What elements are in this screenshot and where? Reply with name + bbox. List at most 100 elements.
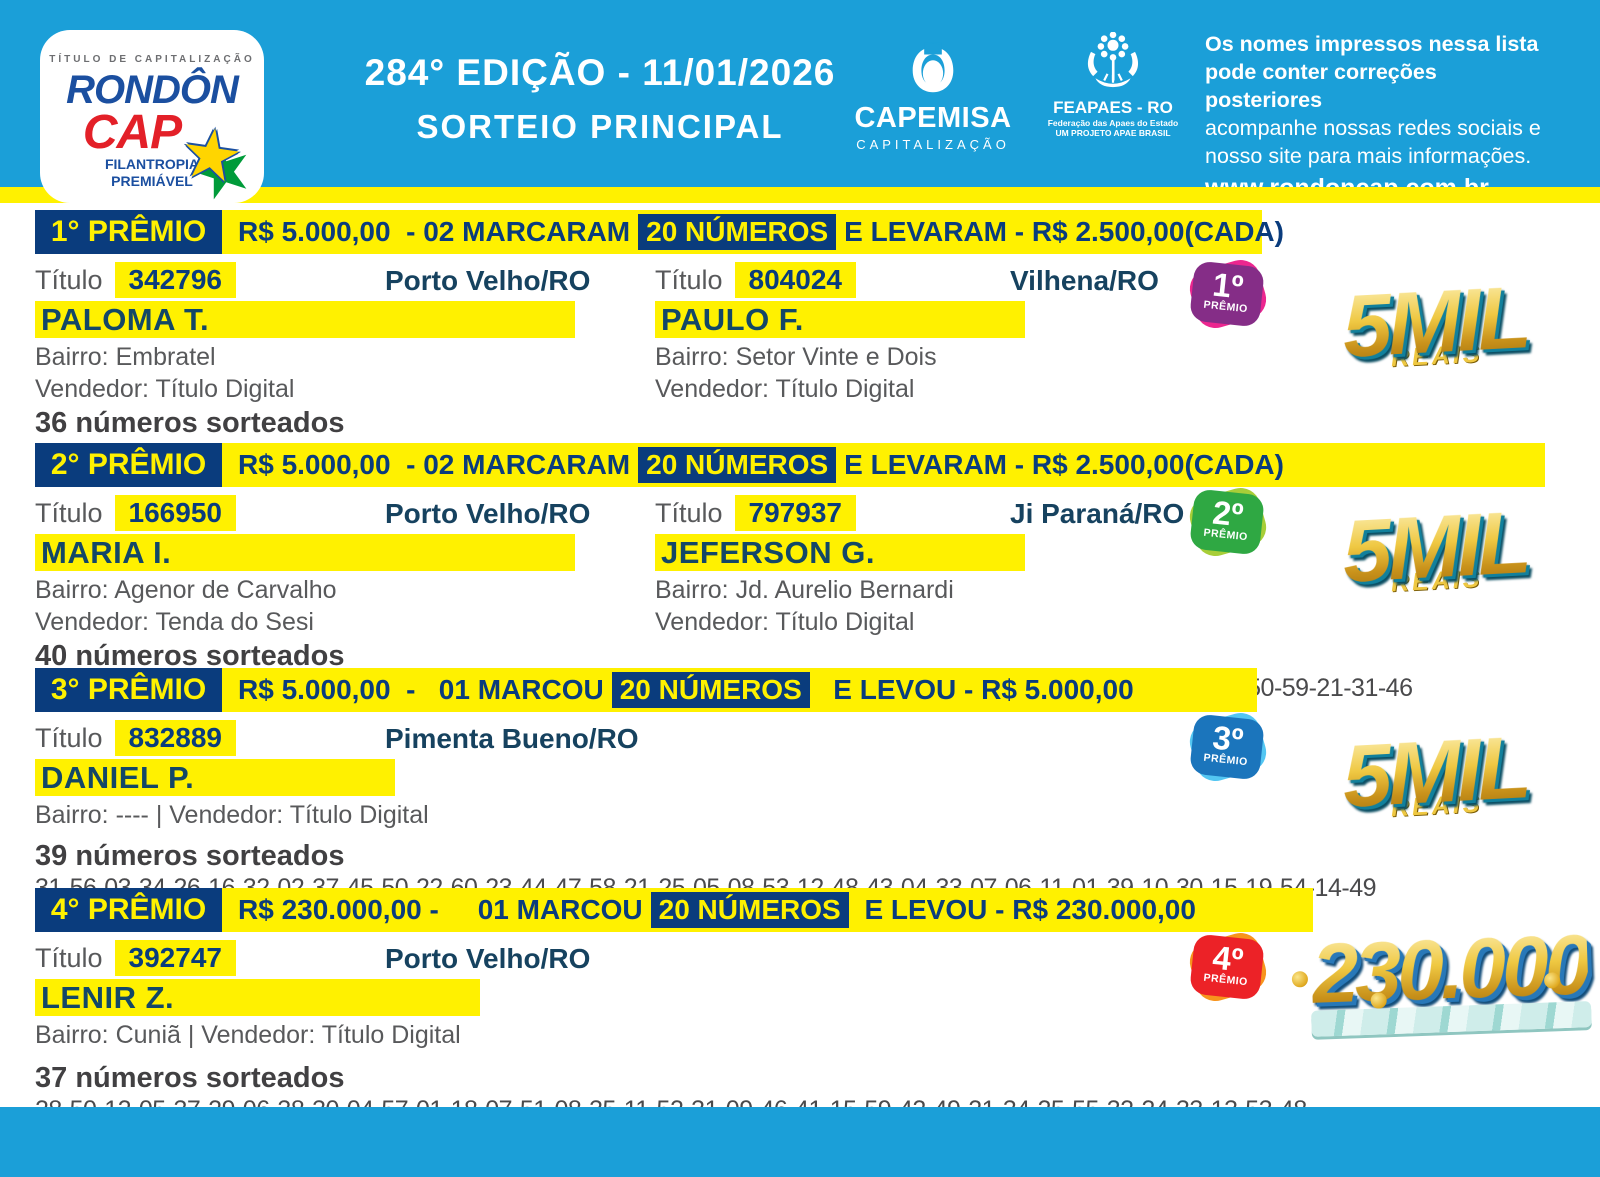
prize-2-label: 2° PRÊMIO xyxy=(35,443,222,487)
titulo-label: Título xyxy=(35,942,103,973)
capemisa-icon xyxy=(848,40,1018,98)
prize-3-winner-1: Título 832889 Pimenta Bueno/RO DANIEL P.… xyxy=(35,720,655,829)
winner-name: MARIA I. xyxy=(35,534,575,571)
winner-name: DANIEL P. xyxy=(35,759,395,796)
logo-tagline-bottom-1: FILANTROPIA xyxy=(104,156,200,172)
winner-city: Ji Paraná/RO xyxy=(1010,498,1185,529)
titulo-number: 797937 xyxy=(734,495,856,531)
prize-4-amount-text: R$ 230.000,00 - 01 MARCOU xyxy=(238,894,643,925)
winner-bairro: Bairro: Jd. Aurelio Bernardi xyxy=(655,576,954,604)
prize-4-numbers-chip: 20 NÚMEROS xyxy=(650,892,849,928)
edition-subtitle: SORTEIO PRINCIPAL xyxy=(416,108,784,145)
graphic-5mil-text: 5MIL xyxy=(1340,717,1530,826)
capemisa-name: CAPEMISA xyxy=(854,102,1012,134)
winner-city: Porto Velho/RO xyxy=(385,498,591,529)
notice-line-2: pode conter correções posteriores xyxy=(1205,60,1437,112)
coin-icon xyxy=(1291,970,1309,988)
titulo-label: Título xyxy=(655,497,723,528)
prize-3-drawn-count: 39 números sorteados xyxy=(35,840,345,872)
winner-vendedor: Vendedor: Título Digital xyxy=(655,375,915,403)
edition-block: 284° EDIÇÃO - 11/01/2026 SORTEIO PRINCIP… xyxy=(330,52,870,146)
feapaes-sub2: UM PROJETO APAE BRASIL xyxy=(1055,128,1171,138)
prize-2-numbers-chip: 20 NÚMEROS xyxy=(638,447,837,483)
prize-2-header-bar: 2° PRÊMIO R$ 5.000,00 - 02 MARCARAM 20 N… xyxy=(35,443,1600,487)
winner-vendedor: Vendedor: Título Digital xyxy=(655,608,915,636)
prize-3-label: 3° PRÊMIO xyxy=(35,668,222,712)
prize-section-2: 2° PRÊMIO R$ 5.000,00 - 02 MARCARAM 20 N… xyxy=(35,443,1600,703)
winner-bairro: Bairro: Setor Vinte e Dois xyxy=(655,343,937,371)
rondoncap-logo: TÍTULO DE CAPITALIZAÇÃO RONDÔN CAP ★ ★ F… xyxy=(40,30,264,203)
header-notice: Os nomes impressos nessa lista pode cont… xyxy=(1205,30,1545,203)
prize-2-winner-1: Título 166950 Porto Velho/RO MARIA I. Ba… xyxy=(35,487,655,635)
titulo-label: Título xyxy=(35,722,103,753)
prize-4-drawn-count: 37 números sorteados xyxy=(35,1062,345,1094)
winner-city: Porto Velho/RO xyxy=(385,265,591,296)
prize-section-1: 1° PRÊMIO R$ 5.000,00 - 02 MARCARAM 20 N… xyxy=(35,210,1600,470)
capemisa-logo: CAPEMISA CAPITALIZAÇÃO xyxy=(848,40,1018,152)
badge-front-shape: 2º PRÊMIO xyxy=(1189,488,1265,556)
header-divider-strip xyxy=(0,187,1600,203)
prize-3-numbers-chip: 20 NÚMEROS xyxy=(611,672,810,708)
prize-4-label: 4° PRÊMIO xyxy=(35,888,222,932)
winner-name: JEFERSON G. xyxy=(655,534,1025,571)
prize-1-numbers-chip: 20 NÚMEROS xyxy=(638,214,837,250)
titulo-label: Título xyxy=(35,264,103,295)
prize-2-badge: 2º PRÊMIO xyxy=(1185,483,1271,561)
logo-rondon-text: RONDÔN xyxy=(66,68,239,112)
winner-vendedor: Vendedor: Tenda do Sesi xyxy=(35,608,314,636)
winner-name: LENIR Z. xyxy=(35,979,480,1016)
badge-front-shape: 4º PRÊMIO xyxy=(1189,933,1265,1001)
star-yellow-icon: ★ xyxy=(174,112,248,198)
titulo-label: Título xyxy=(655,264,723,295)
prize-1-winners: Título 342796 Porto Velho/RO PALOMA T. B… xyxy=(35,254,1600,402)
edition-title: 284° EDIÇÃO - 11/01/2026 xyxy=(364,52,836,93)
prize-2-description: R$ 5.000,00 - 02 MARCARAM 20 NÚMEROS E L… xyxy=(222,443,1545,487)
feapaes-name: FEAPAES - RO xyxy=(1053,98,1173,117)
titulo-number: 342796 xyxy=(114,262,236,298)
prize-3-header-bar: 3° PRÊMIO R$ 5.000,00 - 01 MARCOU 20 NÚM… xyxy=(35,668,1600,712)
prize-1-header-bar: 1° PRÊMIO R$ 5.000,00 - 02 MARCARAM 20 N… xyxy=(35,210,1600,254)
titulo-number: 832889 xyxy=(114,720,236,756)
winner-name: PAULO F. xyxy=(655,301,1025,338)
prize-1-badge: 1º PRÊMIO xyxy=(1185,255,1271,333)
logo-cap-text: CAP xyxy=(82,106,182,159)
graphic-5mil-text: 5MIL xyxy=(1340,492,1530,601)
badge-front-shape: 1º PRÊMIO xyxy=(1189,260,1265,328)
winner-vendedor: Vendedor: Título Digital xyxy=(35,375,295,403)
prize-4-amount-graphic: 230.000 xyxy=(1283,917,1600,1037)
winner-city: Vilhena/RO xyxy=(1010,265,1159,296)
prize-2-result-text: E LEVARAM - R$ 2.500,00(CADA) xyxy=(844,449,1284,480)
feapaes-icon xyxy=(1043,32,1183,96)
prize-section-3: 3° PRÊMIO R$ 5.000,00 - 01 MARCOU 20 NÚM… xyxy=(35,668,1600,903)
winner-bairro-vendedor: Bairro: Cuniã | Vendedor: Título Digital xyxy=(35,1021,461,1049)
prize-3-amount-graphic: 5MIL REAIS xyxy=(1318,717,1552,827)
winner-bairro: Bairro: Agenor de Carvalho xyxy=(35,576,337,604)
prize-1-label: 1° PRÊMIO xyxy=(35,210,222,254)
titulo-label: Título xyxy=(35,497,103,528)
prize-2-winners: Título 166950 Porto Velho/RO MARIA I. Ba… xyxy=(35,487,1600,635)
feapaes-sub1: Federação das Apaes do Estado xyxy=(1047,118,1179,128)
winner-city: Porto Velho/RO xyxy=(385,943,591,974)
prize-3-amount-text: R$ 5.000,00 - 01 MARCOU xyxy=(238,674,604,705)
notice-line-3: acompanhe nossas redes sociais e xyxy=(1205,116,1541,140)
badge-front-shape: 3º PRÊMIO xyxy=(1189,713,1265,781)
prize-1-winner-1: Título 342796 Porto Velho/RO PALOMA T. B… xyxy=(35,254,655,402)
prize-1-drawn-count: 36 números sorteados xyxy=(35,407,345,439)
winner-city: Pimenta Bueno/RO xyxy=(385,723,639,754)
prize-4-description: R$ 230.000,00 - 01 MARCOU 20 NÚMEROS E L… xyxy=(222,888,1313,932)
prize-3-description: R$ 5.000,00 - 01 MARCOU 20 NÚMEROS E LEV… xyxy=(222,668,1257,712)
graphic-5mil-text: 5MIL xyxy=(1340,267,1530,376)
prize-2-drawn-count: 40 números sorteados xyxy=(35,640,345,672)
prize-1-description: R$ 5.000,00 - 02 MARCARAM 20 NÚMEROS E L… xyxy=(222,210,1284,254)
prize-4-header-bar: 4° PRÊMIO R$ 230.000,00 - 01 MARCOU 20 N… xyxy=(35,888,1600,932)
prize-section-4: 4° PRÊMIO R$ 230.000,00 - 01 MARCOU 20 N… xyxy=(35,888,1600,1125)
titulo-number: 166950 xyxy=(114,495,236,531)
prize-1-result-text: E LEVARAM - R$ 2.500,00(CADA) xyxy=(844,216,1284,247)
feapaes-logo: FEAPAES - RO Federação das Apaes do Esta… xyxy=(1043,32,1183,138)
logo-tagline-top: TÍTULO DE CAPITALIZAÇÃO xyxy=(49,54,255,65)
winner-bairro: Bairro: Embratel xyxy=(35,343,216,371)
prize-1-winner-2: Título 804024 Vilhena/RO PAULO F. Bairro… xyxy=(655,254,1215,402)
winner-bairro-vendedor: Bairro: ---- | Vendedor: Título Digital xyxy=(35,801,429,829)
notice-line-1: Os nomes impressos nessa lista xyxy=(1205,32,1539,56)
prize-3-result-text: E LEVOU - R$ 5.000,00 xyxy=(817,674,1134,705)
